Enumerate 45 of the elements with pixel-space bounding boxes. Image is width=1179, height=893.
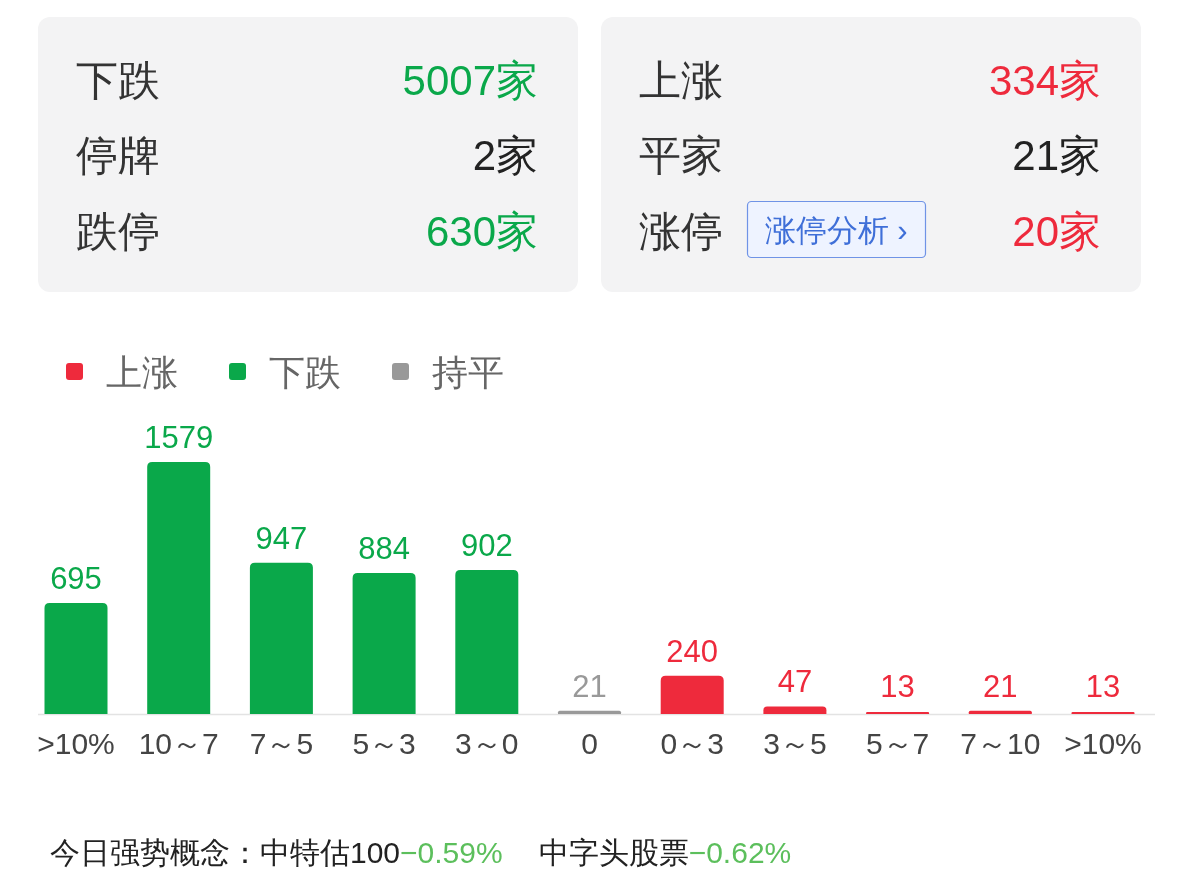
x-tick-label: 0～3 xyxy=(660,727,724,760)
text: 平家 xyxy=(639,132,723,179)
x-tick-label: 5～3 xyxy=(352,727,416,760)
text: −0.59% xyxy=(400,836,503,869)
x-tick-label: 5～7 xyxy=(865,727,930,760)
x-tick-label: 3～5 xyxy=(763,727,827,760)
legend-label: 持平 xyxy=(432,352,504,393)
x-tick-label: 7～5 xyxy=(249,727,314,760)
x-tick-label: 3～0 xyxy=(455,727,519,760)
data-label: 1579 xyxy=(144,420,214,455)
text: 中字头股票 xyxy=(538,836,689,869)
x-tick-label: 0 xyxy=(581,727,598,760)
text: −0.62% xyxy=(688,836,792,869)
text: 今日强势概念：中特估100 xyxy=(50,836,401,869)
text: 上涨 xyxy=(639,57,723,104)
x-tick-label: 7～10 xyxy=(960,727,1041,760)
text: 2家 xyxy=(472,132,538,179)
data-label: 240 xyxy=(666,633,719,669)
legend-item: 下跌 xyxy=(229,352,341,393)
data-label: 695 xyxy=(50,561,102,597)
x-tick-label: >10% xyxy=(1064,727,1142,760)
text: 630家 xyxy=(425,208,538,255)
text: 下跌 xyxy=(76,57,160,104)
data-label: 21 xyxy=(572,668,607,704)
data-label: 21 xyxy=(983,668,1018,704)
legend-label: 上涨 xyxy=(106,352,178,393)
legend-label: 下跌 xyxy=(269,352,341,393)
x-tick-label: 10～7 xyxy=(138,727,219,760)
data-label: 47 xyxy=(777,664,813,700)
data-label: 884 xyxy=(358,530,410,566)
text: 涨停 xyxy=(639,208,723,255)
data-label: 902 xyxy=(460,528,513,564)
text: 334家 xyxy=(988,57,1101,104)
x-tick-label: >10% xyxy=(37,727,115,760)
text: 21家 xyxy=(1012,132,1101,179)
legend-item: 持平 xyxy=(392,352,504,393)
data-label: 947 xyxy=(255,520,308,556)
text: 停牌 xyxy=(76,132,160,179)
text: 跌停 xyxy=(76,208,160,255)
data-label: 13 xyxy=(1085,669,1121,704)
legend-item: 上涨 xyxy=(66,352,178,393)
data-label: 13 xyxy=(880,669,915,704)
text: 5007家 xyxy=(402,57,538,104)
text: 20家 xyxy=(1012,208,1101,255)
text: 涨停分析 › xyxy=(764,213,908,248)
